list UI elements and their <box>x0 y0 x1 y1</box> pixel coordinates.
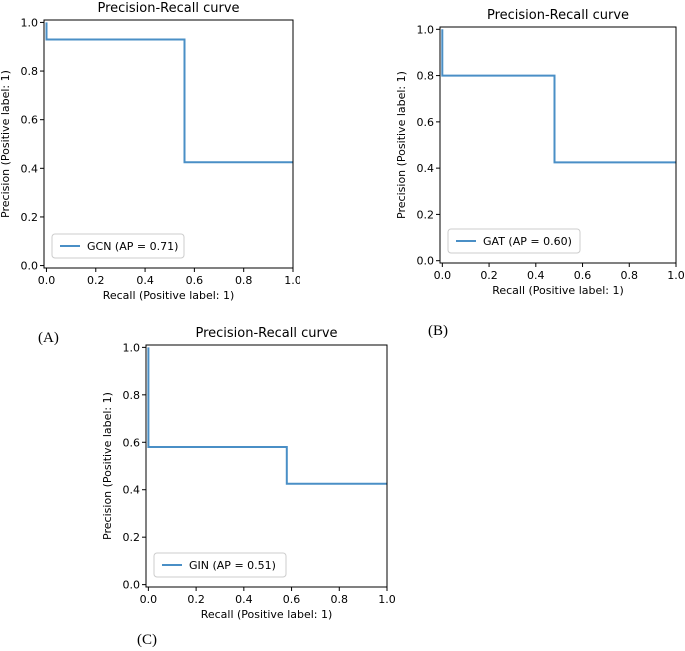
y-tick-label: 0.6 <box>417 116 435 129</box>
x-tick-label: 0.0 <box>434 269 452 282</box>
x-tick-label: 0.2 <box>480 269 498 282</box>
chart-a: Precision-Recall curve 0.0 0.2 0.4 0.6 0.8 1.0… <box>0 1 300 302</box>
y-tick-label: 0.8 <box>417 70 435 83</box>
y-tick-label: 0.0 <box>21 260 39 273</box>
x-tick-label: 0.4 <box>136 274 154 287</box>
x-axis-label: Recall (Positive label: 1) <box>103 289 235 302</box>
axes-frame <box>439 26 677 264</box>
x-tick-label: 0.4 <box>527 269 545 282</box>
legend-box <box>447 228 581 254</box>
y-tick-label: 1.0 <box>21 16 39 29</box>
x-tick-label: 0.6 <box>283 593 301 606</box>
y-tick-label: 1.0 <box>123 341 141 354</box>
y-axis-label: Precision (Positive label: 1) <box>0 70 12 218</box>
y-tick-label: 0.4 <box>123 484 141 497</box>
y-tick-label: 0.4 <box>21 162 39 175</box>
axes-frame <box>43 19 294 269</box>
x-tick-label: 0.4 <box>235 593 253 606</box>
series-line <box>45 22 293 164</box>
legend-label: GAT (AP = 0.60) <box>483 235 572 248</box>
y-tick-label: 0.4 <box>417 162 435 175</box>
y-tick-label: 0.2 <box>417 208 435 221</box>
x-tick-label: 0.2 <box>87 274 105 287</box>
y-tick-label: 0.8 <box>21 65 39 78</box>
chart-title: Precision-Recall curve <box>487 8 629 23</box>
y-tick-label: 0.6 <box>123 436 141 449</box>
x-axis-label: Recall (Positive label: 1) <box>201 608 333 621</box>
legend-box <box>51 233 185 259</box>
x-tick-label: 1.0 <box>284 274 300 287</box>
legend-label: GIN (AP = 0.51) <box>189 559 276 572</box>
y-tick-label: 0.0 <box>417 255 435 268</box>
x-tick-label: 0.8 <box>621 269 639 282</box>
x-tick-label: 0.6 <box>574 269 592 282</box>
chart-c: Precision-Recall curve 0.0 0.2 0.4 0.6 0.8 1.0… <box>101 326 396 621</box>
chart-b: Precision-Recall curve 0.0 0.2 0.4 0.6 0.8 1.0… <box>395 8 685 297</box>
axes-frame <box>145 344 388 588</box>
y-tick-label: 1.0 <box>417 23 435 36</box>
panel-label-b: (B) <box>428 323 448 339</box>
x-tick-label: 1.0 <box>378 593 396 606</box>
y-tick-label: 0.6 <box>21 114 39 127</box>
y-axis-label: Precision (Positive label: 1) <box>395 71 408 219</box>
y-tick-label: 0.8 <box>123 389 141 402</box>
x-axis-label: Recall (Positive label: 1) <box>492 284 624 297</box>
chart-title: Precision-Recall curve <box>195 326 337 341</box>
y-tick-label: 0.2 <box>123 531 141 544</box>
legend-box <box>153 552 287 578</box>
y-tick-label: 0.2 <box>21 211 39 224</box>
series-line <box>441 29 676 164</box>
x-tick-label: 0.8 <box>331 593 349 606</box>
x-tick-label: 0.0 <box>140 593 158 606</box>
x-tick-label: 1.0 <box>667 269 685 282</box>
y-tick-label: 0.0 <box>123 579 141 592</box>
panel-label-c: (C) <box>137 632 157 648</box>
x-tick-label: 0.8 <box>235 274 253 287</box>
series-line <box>147 347 387 485</box>
panel-label-a: (A) <box>38 330 59 346</box>
x-tick-label: 0.6 <box>186 274 204 287</box>
chart-title: Precision-Recall curve <box>97 1 239 16</box>
x-tick-label: 0.0 <box>38 274 56 287</box>
x-tick-label: 0.2 <box>187 593 205 606</box>
legend-label: GCN (AP = 0.71) <box>87 240 178 253</box>
y-axis-label: Precision (Positive label: 1) <box>101 392 114 540</box>
